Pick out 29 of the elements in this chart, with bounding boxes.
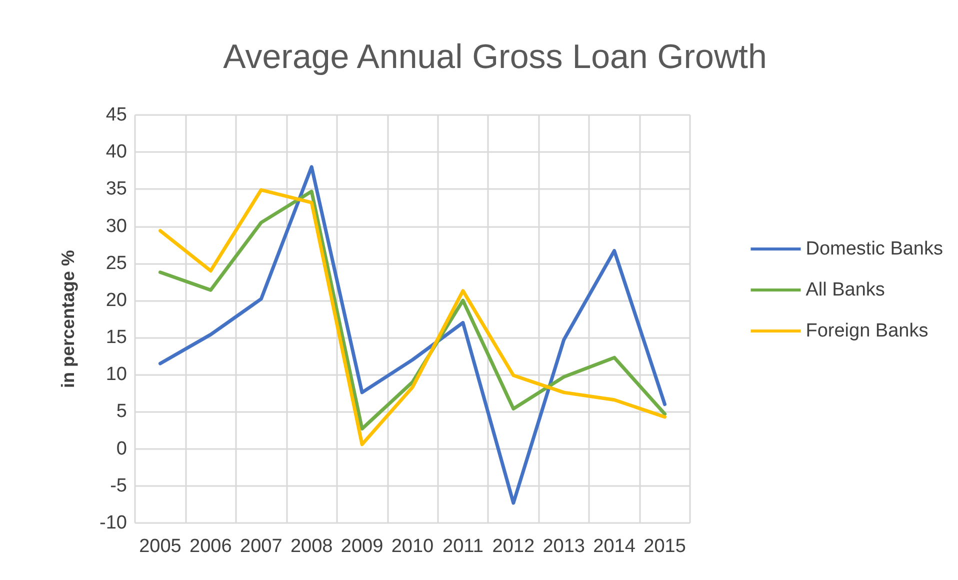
x-tick-label: 2012 <box>492 536 535 557</box>
x-tick-label: 2005 <box>139 536 182 557</box>
y-tick-label: 25 <box>106 252 127 274</box>
x-tick-label: 2014 <box>593 536 636 557</box>
y-tick-label: 30 <box>106 216 127 237</box>
chart-title: Average Annual Gross Loan Growth <box>223 38 767 76</box>
y-tick-label: -5 <box>110 475 127 496</box>
x-tick-label: 2011 <box>442 536 484 557</box>
x-tick-label: 2013 <box>542 536 586 557</box>
y-tick-label: 40 <box>106 142 127 163</box>
y-tick-label: 10 <box>106 364 127 386</box>
y-tick-label: -10 <box>100 512 127 534</box>
y-tick-label: 35 <box>106 178 127 200</box>
x-tick-label: 2009 <box>340 536 384 557</box>
y-tick-label: 5 <box>116 401 127 422</box>
y-axis-title: in percentage % <box>58 250 78 388</box>
line-series <box>158 165 667 505</box>
y-tick-label: 0 <box>116 438 127 460</box>
legend-label: Domestic Banks <box>806 238 944 260</box>
x-tick-label: 2010 <box>391 536 434 557</box>
x-tick-label: 2015 <box>644 536 686 557</box>
y-tick-label: 45 <box>106 104 127 126</box>
x-tick-label: 2007 <box>240 536 282 557</box>
y-tick-label: 20 <box>106 290 127 311</box>
x-tick-label: 2006 <box>190 536 232 557</box>
legend-label: Foreign Banks <box>806 320 928 342</box>
y-tick-label: 15 <box>106 327 127 348</box>
legend-label: All Banks <box>806 280 885 300</box>
x-tick-label: 2008 <box>290 536 333 557</box>
